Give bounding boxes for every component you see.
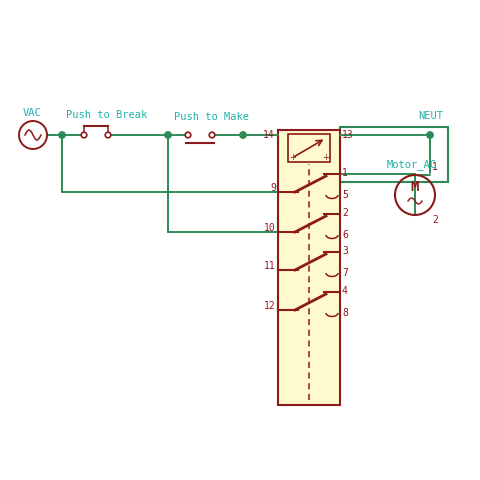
Bar — [288, 134, 330, 162]
Bar — [278, 130, 340, 405]
Text: 10: 10 — [264, 223, 276, 233]
Text: 1: 1 — [432, 162, 438, 172]
Text: NEUT: NEUT — [418, 111, 443, 121]
Text: 2: 2 — [432, 215, 438, 225]
Text: 12: 12 — [264, 301, 276, 311]
Text: Push to Make: Push to Make — [174, 112, 249, 122]
Circle shape — [59, 132, 65, 138]
Text: 11: 11 — [264, 261, 276, 271]
Circle shape — [165, 132, 171, 138]
Circle shape — [240, 132, 246, 138]
Text: 1: 1 — [342, 168, 348, 178]
Text: VAC: VAC — [23, 108, 42, 118]
Text: 5: 5 — [342, 190, 348, 200]
Text: 2: 2 — [342, 208, 348, 218]
Text: Push to Break: Push to Break — [66, 110, 147, 120]
Text: 6: 6 — [342, 230, 348, 240]
Text: +: + — [289, 153, 296, 162]
Text: 7: 7 — [342, 268, 348, 278]
Text: 9: 9 — [270, 183, 276, 193]
Text: 14: 14 — [263, 130, 275, 140]
Bar — [340, 127, 448, 182]
Text: M: M — [410, 180, 419, 194]
Text: +: + — [322, 153, 329, 162]
Text: 3: 3 — [342, 246, 348, 256]
Circle shape — [427, 132, 433, 138]
Text: Motor_AC: Motor_AC — [387, 159, 437, 170]
Text: 8: 8 — [342, 308, 348, 318]
Text: 4: 4 — [342, 286, 348, 296]
Text: 13: 13 — [342, 130, 354, 140]
